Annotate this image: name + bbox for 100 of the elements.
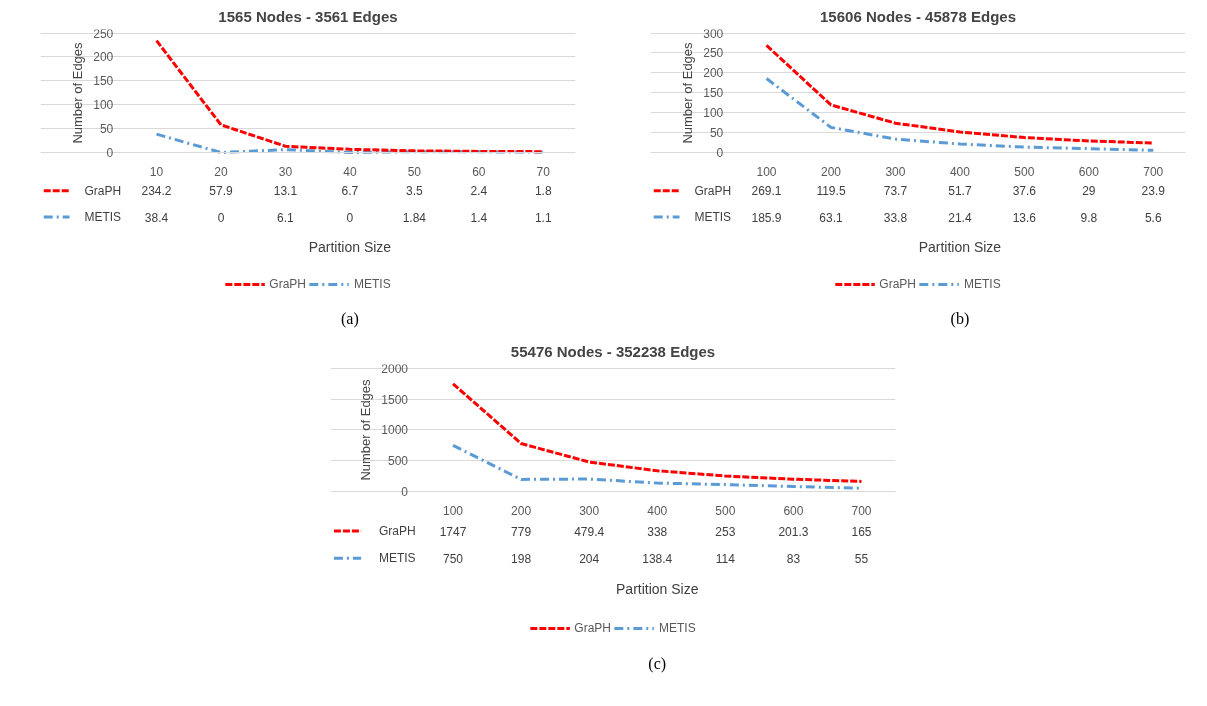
y-axis-title: Number of Edges [680, 41, 696, 144]
x-tick-label: 60 [472, 164, 486, 179]
data-label: 57.9 [209, 184, 233, 199]
data-label: 0 [346, 210, 354, 225]
x-tick-label: 20 [214, 164, 228, 179]
data-label: 1.8 [534, 184, 552, 199]
line-series [451, 382, 863, 483]
y-tick-label: 100 [703, 106, 724, 121]
data-label: 1.1 [534, 210, 552, 225]
x-tick-label: 70 [536, 164, 551, 179]
y-tick-label: 500 [387, 454, 409, 469]
data-label: 750 [443, 551, 464, 566]
data-label: 2.4 [470, 184, 488, 199]
chart-title: 15606 Nodes - 45878 Edges [820, 7, 1016, 25]
y-tick-label: 100 [93, 98, 114, 113]
legend-label: GraPH [694, 183, 732, 198]
x-tick-label: 10 [149, 164, 164, 179]
y-tick-label: 1500 [381, 392, 409, 407]
y-tick-label: 300 [703, 26, 724, 41]
line-series [765, 43, 1155, 145]
legend-label: METIS [84, 210, 122, 225]
data-label: 13.1 [273, 184, 298, 199]
legend-label: METIS [378, 551, 416, 566]
data-label: 63.1 [819, 210, 843, 225]
data-label: 23.9 [1141, 184, 1166, 199]
y-tick-label: 0 [106, 146, 114, 161]
y-tick-label: 150 [93, 74, 114, 89]
data-label: 338 [647, 524, 668, 539]
data-label: 479.4 [574, 524, 605, 539]
text: (a) [341, 310, 359, 329]
y-tick-label: 250 [93, 26, 114, 41]
data-label: 114 [715, 551, 736, 566]
x-tick-label: 400 [647, 503, 668, 518]
x-tick-label: 600 [1078, 164, 1100, 179]
data-label: 33.8 [883, 210, 908, 225]
data-label: 13.6 [1012, 210, 1037, 225]
x-tick-label: 600 [783, 503, 804, 518]
data-label: 198 [511, 551, 532, 566]
data-label: 204 [579, 551, 600, 566]
x-tick-label: 30 [278, 164, 293, 179]
y-tick-label: 0 [716, 146, 724, 161]
x-tick-label: 40 [343, 164, 357, 179]
data-label: 119.5 [816, 184, 846, 199]
line-series [155, 132, 545, 155]
x-tick-label: 200 [511, 503, 532, 518]
data-label: 6.1 [277, 210, 295, 225]
y-axis-title: Number of Edges [357, 378, 373, 481]
data-label: 1.84 [402, 210, 427, 225]
data-label: 29 [1082, 184, 1096, 199]
data-label: 201.3 [778, 524, 809, 539]
data-label: 3.5 [406, 184, 424, 199]
x-tick-label: 300 [579, 503, 600, 518]
text: (c) [648, 654, 667, 673]
y-tick-label: 250 [703, 46, 724, 61]
text: METIS [659, 621, 696, 635]
chart-title: 55476 Nodes - 352238 Edges [510, 342, 716, 360]
text: GraPH [879, 277, 917, 291]
legend-label: METIS [694, 210, 732, 225]
x-tick-label: 700 [851, 503, 872, 518]
y-tick-label: 2000 [381, 361, 409, 376]
data-label: 165 [851, 524, 872, 539]
y-tick-label: 50 [99, 122, 114, 137]
legend-label: GraPH [84, 183, 122, 198]
data-label: 0 [217, 210, 225, 225]
data-label: 21.4 [948, 210, 972, 225]
y-tick-label: 1000 [381, 423, 409, 438]
data-label: 234.2 [141, 184, 172, 199]
legend-label: GraPH [378, 524, 416, 539]
data-label: 51.7 [948, 184, 972, 199]
line-series [765, 77, 1155, 152]
x-tick-label: 200 [820, 164, 842, 179]
data-label: 138.4 [642, 551, 673, 566]
y-tick-label: 200 [93, 50, 114, 65]
x-axis-title: Partition Size [918, 238, 1002, 255]
text: METIS [964, 277, 1001, 291]
data-label: 6.7 [341, 184, 359, 199]
x-tick-label: 100 [443, 503, 464, 518]
data-label: 779 [511, 524, 532, 539]
data-label: 55 [854, 551, 869, 566]
chart-title: 1565 Nodes - 3561 Edges [218, 7, 398, 25]
y-tick-label: 200 [703, 66, 724, 81]
y-tick-label: 50 [709, 126, 724, 141]
data-label: 73.7 [883, 184, 908, 199]
x-axis-title: Partition Size [308, 238, 392, 255]
data-label: 269.1 [751, 184, 782, 199]
data-label: 83 [786, 551, 801, 566]
text: GraPH [574, 621, 612, 635]
x-tick-label: 400 [949, 164, 971, 179]
text: GraPH [269, 277, 307, 291]
x-tick-label: 500 [1014, 164, 1035, 179]
text: (b) [950, 310, 970, 329]
data-label: 253 [715, 524, 736, 539]
data-label: 1747 [439, 524, 467, 539]
x-tick-label: 700 [1143, 164, 1164, 179]
x-tick-label: 300 [885, 164, 906, 179]
data-label: 38.4 [144, 210, 169, 225]
text: METIS [354, 277, 391, 291]
data-label: 9.8 [1080, 210, 1098, 225]
y-tick-label: 0 [401, 485, 409, 500]
y-axis-title: Number of Edges [70, 41, 86, 144]
